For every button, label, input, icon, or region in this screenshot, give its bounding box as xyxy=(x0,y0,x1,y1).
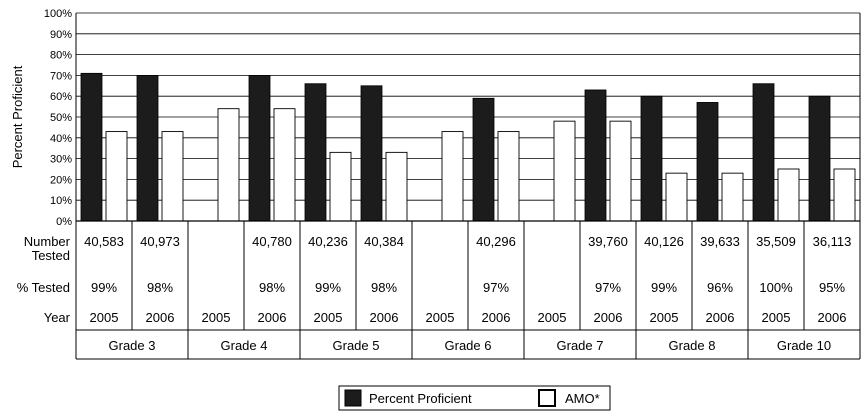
cell-year: 2006 xyxy=(146,310,175,325)
cell-number-tested: 40,296 xyxy=(476,234,516,249)
row-label-pct-tested: % Tested xyxy=(17,280,70,295)
y-axis-title: Percent Proficient xyxy=(10,65,25,168)
legend-label-amo: AMO* xyxy=(565,391,600,406)
cell-year: 2006 xyxy=(594,310,623,325)
bar-percent-proficient xyxy=(248,75,271,222)
bar-amo xyxy=(217,108,240,222)
cell-pct-tested: 99% xyxy=(651,280,677,295)
bar-amo xyxy=(721,172,744,222)
cell-year: 2005 xyxy=(90,310,119,325)
cell-number-tested: 40,236 xyxy=(308,234,348,249)
bar-percent-proficient xyxy=(472,97,495,222)
row-label-number-tested: Number xyxy=(24,234,71,249)
cell-number-tested: 40,583 xyxy=(84,234,124,249)
bar-percent-proficient xyxy=(360,85,383,222)
x-group-label: Grade 4 xyxy=(221,338,268,353)
x-group-label: Grade 3 xyxy=(109,338,156,353)
bar-percent-proficient xyxy=(640,95,663,222)
y-tick-label: 20% xyxy=(50,174,72,186)
bar-amo xyxy=(105,131,128,222)
cell-pct-tested: 98% xyxy=(371,280,397,295)
bar-amo xyxy=(329,151,352,222)
y-tick-label: 30% xyxy=(50,154,72,166)
cell-pct-tested: 95% xyxy=(819,280,845,295)
cell-pct-tested: 97% xyxy=(483,280,509,295)
cell-year: 2006 xyxy=(706,310,735,325)
bar-amo xyxy=(273,108,296,222)
cell-year: 2005 xyxy=(202,310,231,325)
cell-year: 2006 xyxy=(482,310,511,325)
cell-pct-tested: 98% xyxy=(147,280,173,295)
cell-pct-tested: 97% xyxy=(595,280,621,295)
bar-percent-proficient xyxy=(304,83,327,222)
cell-number-tested: 40,384 xyxy=(364,234,404,249)
legend-swatch-amo xyxy=(538,389,556,407)
legend-label-percent-proficient: Percent Proficient xyxy=(369,391,472,406)
bar-percent-proficient xyxy=(80,72,103,222)
row-label-number-tested: Tested xyxy=(32,248,70,263)
y-tick-label: 90% xyxy=(50,29,72,41)
cell-year: 2005 xyxy=(426,310,455,325)
y-tick-label: 0% xyxy=(56,216,72,228)
x-group-label: Grade 10 xyxy=(777,338,831,353)
bar-percent-proficient xyxy=(696,102,719,222)
y-tick-label: 10% xyxy=(50,195,72,207)
x-group-label: Grade 7 xyxy=(557,338,604,353)
cell-pct-tested: 99% xyxy=(91,280,117,295)
cell-pct-tested: 96% xyxy=(707,280,733,295)
x-group-label: Grade 5 xyxy=(333,338,380,353)
cell-year: 2005 xyxy=(762,310,791,325)
cell-year: 2006 xyxy=(818,310,847,325)
cell-number-tested: 35,509 xyxy=(756,234,796,249)
x-group-label: Grade 6 xyxy=(445,338,492,353)
y-tick-label: 70% xyxy=(50,70,72,82)
cell-number-tested: 36,113 xyxy=(813,234,852,249)
bar-amo xyxy=(553,120,576,222)
bar-amo xyxy=(161,131,184,222)
cell-year: 2006 xyxy=(258,310,287,325)
bar-percent-proficient xyxy=(752,83,775,222)
cell-year: 2005 xyxy=(650,310,679,325)
y-tick-label: 80% xyxy=(50,50,72,62)
bar-percent-proficient xyxy=(808,95,831,222)
row-label-year: Year xyxy=(44,310,71,325)
bar-amo xyxy=(441,131,464,222)
y-tick-label: 40% xyxy=(50,133,72,145)
cell-number-tested: 40,126 xyxy=(644,234,684,249)
bar-percent-proficient xyxy=(584,89,607,222)
cell-pct-tested: 100% xyxy=(759,280,793,295)
bar-amo xyxy=(833,168,856,222)
bar-amo xyxy=(665,172,688,222)
y-tick-label: 60% xyxy=(50,91,72,103)
cell-pct-tested: 98% xyxy=(259,280,285,295)
bar-amo xyxy=(385,151,408,222)
cell-year: 2005 xyxy=(314,310,343,325)
x-group-label: Grade 8 xyxy=(669,338,716,353)
legend-box xyxy=(338,385,611,411)
cell-year: 2005 xyxy=(538,310,567,325)
y-tick-label: 50% xyxy=(50,112,72,124)
cell-number-tested: 40,780 xyxy=(252,234,292,249)
cell-number-tested: 39,760 xyxy=(588,234,628,249)
bar-amo xyxy=(609,120,632,222)
cell-number-tested: 40,973 xyxy=(140,234,180,249)
cell-year: 2006 xyxy=(370,310,399,325)
bar-amo xyxy=(777,168,800,222)
bar-amo xyxy=(497,131,520,222)
legend-swatch-percent-proficient xyxy=(344,389,362,407)
cell-number-tested: 39,633 xyxy=(700,234,740,249)
cell-pct-tested: 99% xyxy=(315,280,341,295)
y-tick-label: 100% xyxy=(44,8,72,20)
bar-percent-proficient xyxy=(136,75,159,222)
